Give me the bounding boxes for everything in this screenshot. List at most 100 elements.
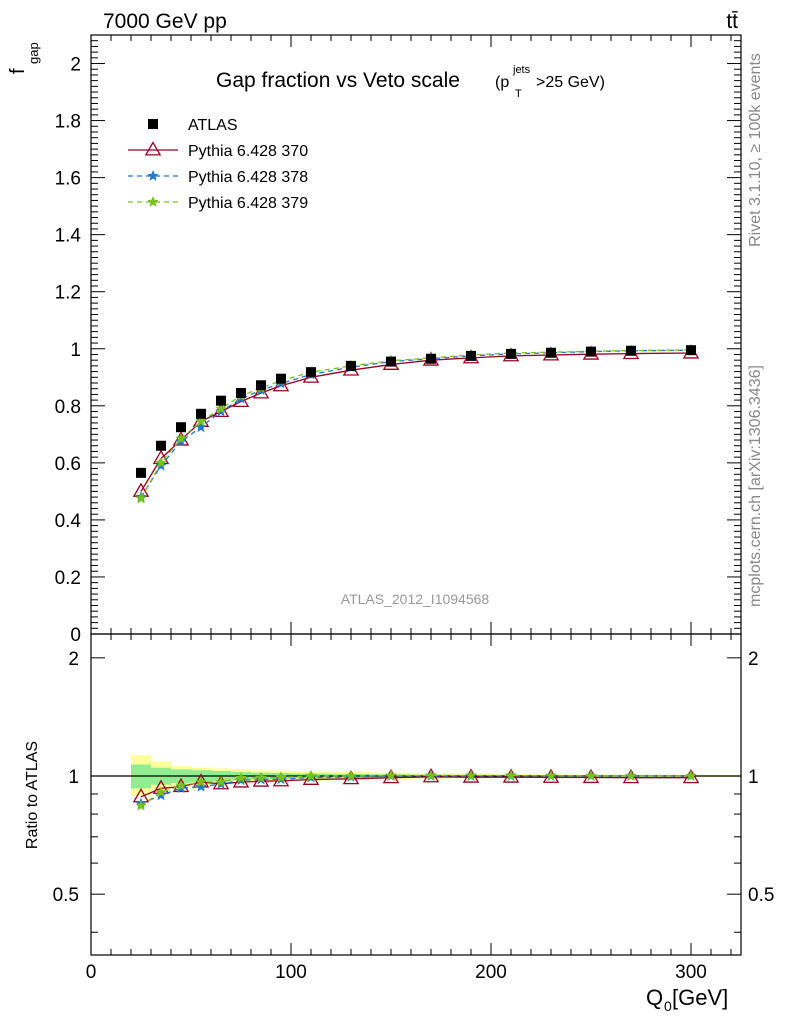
marker-p379 (155, 456, 167, 468)
ratio-marker-p379 (255, 771, 267, 783)
ratio-marker-p379 (545, 769, 557, 781)
series (132, 343, 700, 811)
marker-p379 (175, 432, 187, 444)
line-p378 (140, 349, 692, 498)
title-cut: (p (495, 74, 509, 91)
ratio-marker-p379 (505, 769, 517, 781)
ratio-frame (90, 633, 742, 956)
legend-label: Pythia 6.428 370 (188, 143, 308, 160)
ratio-line-p370 (140, 776, 691, 798)
ratio-line-p378 (140, 775, 691, 805)
mcplots-label: mcplots.cern.ch [arXiv:1306.3436] (747, 365, 764, 607)
y-tick-label: 1.6 (55, 169, 81, 190)
ratio-y-tick-label: 1 (68, 767, 79, 788)
marker-atlas (546, 347, 556, 358)
legend-marker-p379 (147, 195, 159, 207)
y-tick-label: 1.4 (55, 226, 82, 247)
axes: 0 100 200 300 0 0.2 0.4 0.6 0.8 1 1.2 1.4 1.6 1.8 2 0.5… (53, 34, 774, 983)
ratio-y-tick-label-right: 1 (748, 767, 759, 788)
marker-atlas (216, 395, 226, 406)
ratio-marker-p379 (235, 771, 247, 784)
ratio-marker-p379 (175, 779, 187, 791)
line-p379 (140, 349, 692, 499)
ratio-marker-p378 (195, 780, 207, 792)
ratio-marker-p379 (155, 786, 167, 798)
plot-title-cut: (p (495, 74, 509, 91)
xlabel: Q (646, 985, 663, 1010)
ratio-marker-p379 (625, 769, 637, 781)
x-tick-label: 200 (475, 962, 507, 983)
y-tick-label: 0.8 (55, 397, 81, 418)
xlabel-text: Q (646, 985, 663, 1010)
ratio-marker-p379 (135, 799, 147, 811)
energy-label: 7000 GeV pp (103, 10, 227, 33)
ratio-y-tick-label: 2 (68, 649, 79, 670)
y-tick-label: 1 (70, 340, 81, 361)
legend-label: ATLAS (188, 117, 238, 134)
rivet-label: Rivet 3.1.10, ≥ 100k events (747, 53, 764, 247)
plot-title-cut-sub: T (515, 88, 522, 100)
ratio-marker-p379 (685, 769, 697, 781)
legend-label: Pythia 6.428 378 (188, 169, 308, 186)
ratio-y-tick-label-right: 0.5 (748, 885, 774, 906)
line-p370 (140, 352, 692, 492)
x-tick-label: 0 (86, 962, 97, 983)
ratio-marker-p379 (465, 769, 477, 781)
plot-title-cut-sup: jets (512, 64, 531, 76)
ratio-marker-p379 (425, 769, 437, 781)
legend-label: Pythia 6.428 379 (188, 195, 308, 212)
marker-atlas (256, 380, 266, 391)
y-tick-label: 0 (70, 625, 81, 646)
ratio-marker-p379 (275, 771, 287, 783)
title-main: Gap fraction vs Veto scale (216, 69, 460, 92)
marker-atlas (346, 360, 356, 371)
xlabel-sub: 0 (664, 998, 672, 1014)
marker-atlas (506, 348, 516, 359)
marker-atlas (156, 440, 166, 451)
marker-atlas (426, 353, 436, 364)
y-tick-label: 0.4 (55, 511, 82, 532)
y-tick-label: 0.2 (55, 568, 81, 589)
marker-atlas (466, 350, 476, 361)
x-tick-label: 100 (275, 962, 307, 983)
ratio-marker-p379 (215, 775, 227, 787)
ratio-marker-p379 (195, 775, 207, 788)
plot-title: Gap fraction vs Veto scale (216, 69, 460, 92)
process-label: tt̄ (726, 10, 738, 33)
x-tick-label: 300 (675, 962, 707, 983)
ratio-y-tick-label-right: 2 (748, 649, 759, 670)
ratio-marker-p370 (302, 770, 320, 785)
legend: ATLAS Pythia 6.428 370 Pythia 6.428 378 Pyt… (128, 117, 308, 212)
ratio-marker-p379 (345, 769, 357, 782)
analysis-id: ATLAS_2012_I1094568 (341, 591, 490, 607)
marker-atlas (306, 367, 316, 378)
marker-atlas (586, 346, 596, 357)
ylabel-main-sub: gap (26, 42, 41, 64)
marker-atlas (386, 356, 396, 367)
marker-p370 (252, 384, 270, 399)
plot-title-cut-end: >25 GeV) (536, 74, 605, 91)
legend-marker-p370 (144, 141, 162, 156)
marker-p379 (195, 415, 207, 427)
y-tick-label: 2 (70, 55, 81, 76)
ratio-marker-p379 (585, 769, 597, 781)
marker-atlas (236, 387, 246, 398)
marker-atlas (176, 422, 186, 433)
marker-atlas (276, 373, 286, 384)
y-tick-label: 1.2 (55, 283, 81, 304)
legend-marker-atlas (148, 119, 158, 129)
marker-atlas (136, 467, 146, 478)
marker-p379 (135, 492, 147, 504)
ratio-marker-p379 (305, 769, 317, 782)
ratio-y-tick-label: 0.5 (53, 885, 79, 906)
ratio-marker-p370 (382, 768, 400, 784)
ylabel-main: f (7, 68, 29, 74)
marker-atlas (686, 345, 696, 356)
marker-atlas (626, 345, 636, 356)
ylabel-ratio: Ratio to ATLAS (24, 741, 41, 849)
ratio-marker-p379 (385, 769, 397, 781)
xlabel-unit: [GeV] (672, 985, 728, 1010)
marker-p379 (215, 402, 227, 414)
y-tick-label: 1.8 (55, 112, 81, 133)
